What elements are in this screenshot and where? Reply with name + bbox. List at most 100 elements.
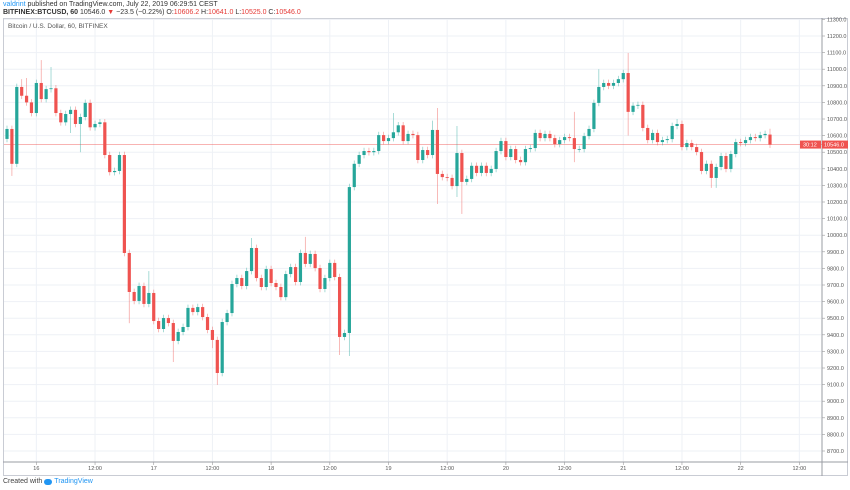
- candle-down: [333, 262, 337, 278]
- candle-up: [660, 140, 664, 143]
- candle-up: [670, 125, 674, 140]
- y-tick-label: 9700.0: [827, 283, 844, 289]
- candle-down: [337, 277, 342, 337]
- candle-down: [626, 73, 630, 112]
- candle-up: [602, 82, 606, 87]
- candle-up: [245, 271, 249, 286]
- y-tick-label: 9400.0: [827, 333, 844, 339]
- candle-up: [465, 178, 469, 182]
- published-text: published on TradingView.com, July 22, 2…: [25, 1, 218, 8]
- candle-up: [235, 278, 239, 285]
- candle-down: [201, 307, 205, 318]
- candle-down: [514, 149, 518, 161]
- candle-down: [132, 291, 136, 301]
- x-tick-label: 16: [33, 466, 39, 472]
- candle-up: [685, 143, 689, 148]
- candle-down: [739, 142, 743, 144]
- close-value: 10546.0: [275, 9, 301, 16]
- candle-down: [59, 113, 63, 123]
- candle-up: [494, 151, 498, 169]
- last-price: 10546.0: [80, 9, 106, 16]
- candle-down: [460, 153, 464, 182]
- candle-down: [318, 268, 322, 289]
- candle-down: [39, 82, 43, 100]
- candle-up: [421, 150, 425, 161]
- candle-up: [675, 123, 679, 126]
- candle-down: [215, 339, 219, 373]
- candle-up: [470, 165, 474, 179]
- x-tick-label: 12:00: [792, 466, 806, 472]
- candle-up: [323, 278, 327, 289]
- candle-down: [401, 125, 405, 142]
- candle-down: [548, 133, 552, 139]
- candle-up: [665, 139, 669, 141]
- candle-down: [641, 104, 645, 128]
- candle-up: [631, 105, 635, 112]
- candle-down: [724, 156, 728, 169]
- candle-down: [567, 137, 572, 139]
- candle-up: [499, 141, 503, 152]
- candle-up: [489, 168, 493, 173]
- candle-down: [303, 252, 307, 264]
- y-tick-label: 11100.0: [827, 51, 846, 57]
- candle-up: [597, 86, 601, 103]
- candle-up: [543, 133, 547, 139]
- candle-up: [289, 267, 293, 275]
- candle-up: [230, 284, 234, 314]
- candle-down: [152, 292, 156, 322]
- y-tick-label: 10900.0: [827, 84, 847, 90]
- x-tick-label: 20: [503, 466, 509, 472]
- candle-down: [753, 137, 757, 139]
- candle-up: [616, 79, 620, 83]
- candle-up: [264, 269, 268, 287]
- candle-up: [44, 89, 48, 100]
- candle-up: [186, 307, 190, 327]
- candle-down: [435, 129, 440, 174]
- candle-up: [391, 132, 395, 139]
- candle-up: [83, 102, 87, 118]
- candle-down: [54, 88, 58, 114]
- author-link[interactable]: valdrint: [3, 1, 26, 8]
- ohlc-header: BITFINEX:BTCUSD, 60 10546.0 ▼ −23.5 (−0.…: [3, 9, 301, 16]
- candle-up: [406, 133, 410, 142]
- candle-down: [142, 285, 146, 304]
- candle-down: [279, 286, 283, 298]
- candle-up: [558, 140, 562, 145]
- candle-up: [176, 331, 180, 341]
- y-tick-label: 9000.0: [827, 399, 844, 405]
- candle-down: [259, 278, 263, 287]
- chart-frame: [3, 18, 848, 476]
- x-tick-label: 22: [738, 466, 744, 472]
- price-change: −23.5 (−0.22%): [116, 9, 165, 16]
- candle-down: [416, 135, 420, 161]
- candle-up: [377, 135, 381, 152]
- candle-up: [117, 155, 122, 171]
- low-value: 10525.0: [241, 9, 267, 16]
- candle-down: [166, 318, 171, 324]
- candle-up: [748, 137, 753, 141]
- candle-up: [479, 165, 484, 173]
- x-tick-label: 18: [268, 466, 274, 472]
- candle-up: [93, 123, 97, 128]
- y-tick-label: 9100.0: [827, 383, 844, 389]
- candle-down: [293, 267, 298, 283]
- y-tick-label: 10700.0: [827, 117, 847, 123]
- candle-up: [220, 322, 224, 373]
- candle-up: [78, 117, 82, 124]
- candle-down: [474, 165, 479, 173]
- candle-down: [768, 134, 772, 145]
- candle-down: [127, 252, 131, 292]
- tradingview-link[interactable]: TradingView: [54, 478, 93, 485]
- candle-down: [655, 132, 660, 143]
- candle-up: [533, 132, 537, 149]
- y-tick-label: 10100.0: [827, 217, 847, 223]
- candle-up: [147, 292, 151, 304]
- candle-up: [528, 148, 532, 150]
- x-tick-label: 17: [151, 466, 157, 472]
- candle-down: [680, 123, 684, 148]
- candle-up: [714, 166, 718, 178]
- y-tick-label: 9300.0: [827, 349, 844, 355]
- candle-down: [690, 143, 694, 148]
